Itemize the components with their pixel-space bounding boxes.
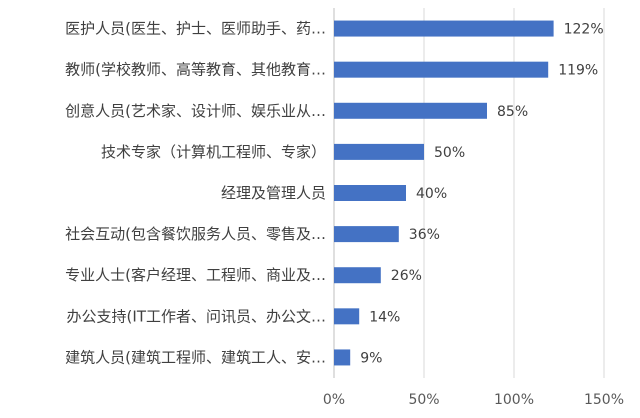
bar [334, 308, 360, 325]
category-label: 创意人员(艺术家、设计师、娱乐业从… [65, 102, 326, 120]
x-tick-labels: 0% 50% 100% 150% [323, 392, 624, 408]
bar [334, 143, 424, 160]
value-label: 40% [416, 186, 447, 202]
value-label: 122% [564, 22, 604, 38]
category-label: 社会互动(包含餐饮服务人员、零售及… [65, 225, 326, 243]
category-label: 经理及管理人员 [221, 184, 326, 202]
value-label: 36% [409, 227, 440, 243]
category-label: 专业人士(客户经理、工程师、商业及… [65, 266, 326, 284]
value-label: 14% [369, 309, 400, 325]
bar [334, 61, 549, 78]
category-label: 技术专家（计算机工程师、专家） [101, 143, 326, 161]
bar [334, 20, 554, 37]
category-label: 办公支持(IT工作者、问讯员、办公文… [67, 307, 326, 325]
bar [334, 267, 381, 284]
value-label: 119% [558, 63, 598, 79]
bar [334, 102, 487, 119]
bars [334, 20, 554, 366]
category-labels: 医护人员(医生、护士、医师助手、药… 教师(学校教师、高等教育、其他教育… 创意人员… [65, 20, 326, 367]
x-tick-label: 150% [584, 392, 624, 408]
bar [334, 185, 406, 201]
value-labels: 122% 119% 85% 50% 40% 36% 26% 14% 9% [360, 22, 603, 367]
value-label: 85% [497, 104, 528, 120]
bar [334, 349, 351, 366]
x-tick-label: 100% [494, 392, 534, 408]
value-label: 9% [360, 350, 382, 366]
value-label: 50% [434, 145, 465, 161]
category-label: 建筑人员(建筑工程师、建筑工人、安… [65, 348, 326, 366]
category-label: 医护人员(医生、护士、医师助手、药… [65, 20, 326, 38]
bar [334, 226, 399, 243]
category-label: 教师(学校教师、高等教育、其他教育… [65, 61, 326, 79]
value-label: 26% [391, 268, 422, 284]
x-tick-label: 0% [323, 392, 345, 408]
x-tick-label: 50% [408, 392, 439, 408]
